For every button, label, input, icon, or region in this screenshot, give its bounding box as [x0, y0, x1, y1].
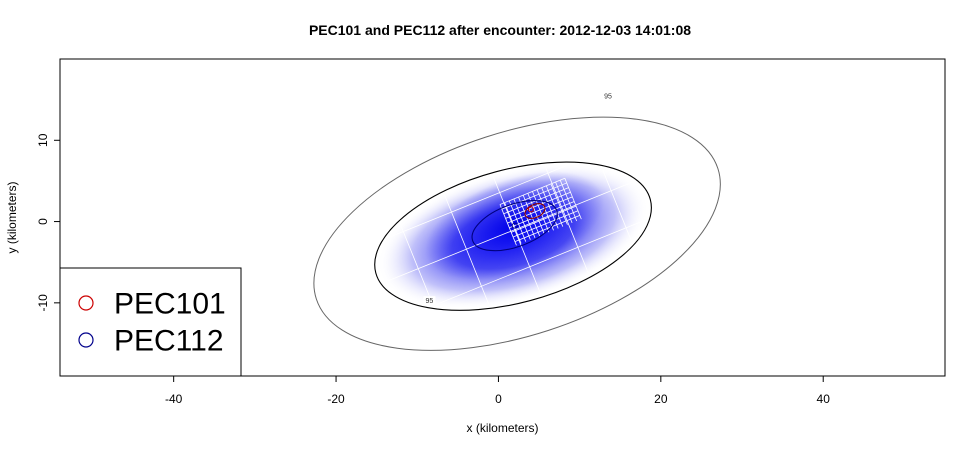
- fine-grid-line: [507, 196, 573, 224]
- fine-grid-lines: [499, 177, 582, 246]
- x-tick-label: 20: [654, 392, 668, 406]
- points-layer: [511, 206, 534, 229]
- point-pec101: [527, 206, 534, 213]
- coarse-grid-lines: [256, 59, 774, 376]
- x-tick-label: 0: [495, 392, 502, 406]
- fine-grid-line: [536, 189, 554, 231]
- legend-marker-pec112: [78, 332, 94, 348]
- x-axis: -40 -20 0 20 40: [165, 375, 831, 406]
- coarse-grid-line: [256, 59, 684, 205]
- y-axis: -10 0 10: [36, 133, 61, 312]
- fine-grid-line: [555, 181, 573, 223]
- fine-grid-line: [505, 191, 571, 219]
- contour-line: [374, 161, 652, 311]
- coarse-grid-line: [286, 106, 714, 280]
- point-pec112: [511, 222, 518, 229]
- coarse-grid-line: [316, 180, 744, 354]
- y-axis-label: y (kilometers): [5, 181, 19, 253]
- legend-label-pec112: PEC112: [114, 325, 224, 358]
- fine-grid-line: [550, 183, 568, 225]
- legend: PEC101 PEC112: [59, 267, 242, 377]
- fine-grid-line: [499, 177, 566, 205]
- fine-grid-line: [527, 193, 545, 235]
- legend-label-pec101: PEC101: [114, 288, 226, 321]
- contour-layer: 95 95: [313, 91, 721, 351]
- contour-line: [313, 116, 721, 351]
- contour-label-bg: [423, 296, 436, 305]
- y-tick-label: -10: [36, 294, 50, 312]
- contour-line: [471, 200, 558, 252]
- coarse-grid-line: [271, 68, 699, 243]
- x-axis-label: x (kilometers): [466, 421, 538, 435]
- contour-label-bg: [602, 91, 615, 100]
- chart-title: PEC101 and PEC112 after encounter: 2012-…: [309, 22, 691, 38]
- fine-grid-line: [499, 204, 517, 246]
- fine-grid-line: [508, 200, 527, 242]
- contour-label: 95: [426, 298, 434, 305]
- fine-grid-line: [511, 205, 577, 233]
- contour-label: 95: [604, 93, 612, 100]
- plot-area: 95 95: [256, 59, 774, 376]
- coarse-grid-line: [301, 143, 729, 317]
- fine-grid-line: [514, 215, 581, 242]
- coarse-grid-line: [331, 217, 759, 376]
- x-tick-label: -40: [165, 392, 183, 406]
- coarse-grid-line: [346, 254, 774, 376]
- y-tick-label: 0: [36, 218, 50, 225]
- contour-line: [524, 203, 546, 219]
- legend-box: [59, 267, 242, 377]
- fine-grid-line: [501, 182, 567, 210]
- fine-grid-line: [513, 198, 531, 240]
- legend-marker-pec101: [78, 295, 94, 311]
- x-tick-label: 40: [817, 392, 831, 406]
- y-tick-label: 10: [36, 133, 50, 147]
- fine-grid-line: [522, 195, 541, 237]
- fine-grid-line: [504, 202, 522, 244]
- fine-grid-line: [532, 191, 550, 233]
- fine-grid-line: [512, 210, 579, 238]
- x-tick-label: -20: [327, 392, 345, 406]
- fine-grid-line: [559, 180, 578, 222]
- fine-grid-line: [564, 178, 582, 220]
